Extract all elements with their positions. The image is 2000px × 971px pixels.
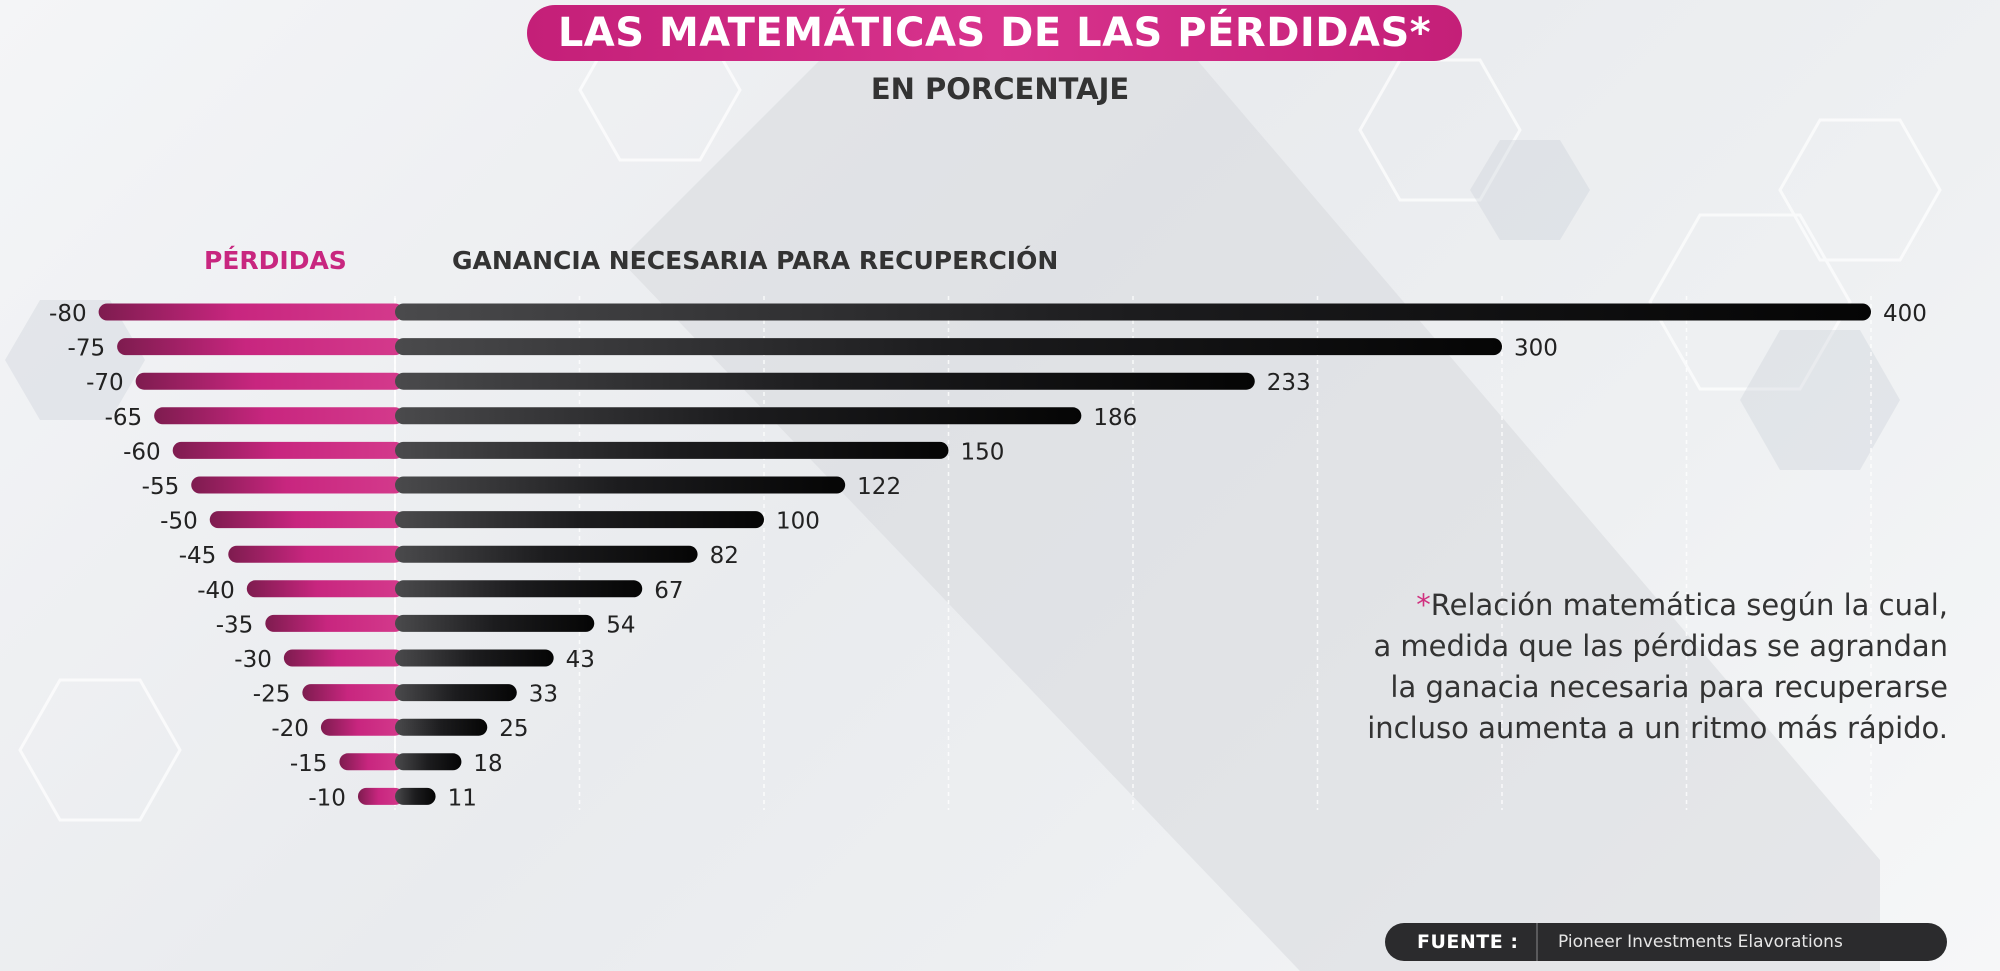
gain-label: 300 <box>1514 336 1558 362</box>
loss-label: -60 <box>123 439 161 465</box>
gain-bar <box>395 303 1871 321</box>
gain-label: 54 <box>606 612 635 638</box>
loss-bar <box>339 753 404 771</box>
loss-label: -35 <box>216 612 254 638</box>
loss-bar <box>117 338 404 356</box>
loss-bar <box>98 303 404 321</box>
gain-label: 33 <box>529 682 558 708</box>
gain-bar <box>395 684 517 702</box>
loss-bar <box>209 511 404 529</box>
loss-label: -55 <box>142 474 180 500</box>
gain-bar <box>395 649 554 667</box>
footnote-line: *Relación matemática según la cual, <box>1416 588 1948 622</box>
loss-label: -45 <box>179 543 217 569</box>
gain-bar <box>395 545 698 563</box>
bars-group: -80 400 -75 300 -70 233 -65 186 -60 150 -55 122 -50 1… <box>49 301 1927 811</box>
gain-bar <box>395 372 1255 390</box>
gain-label: 400 <box>1883 301 1927 327</box>
loss-label: -75 <box>68 336 106 362</box>
loss-label: -70 <box>86 370 124 396</box>
gain-bar <box>395 753 462 771</box>
gain-bar <box>395 476 846 494</box>
footnote-star: * <box>1416 588 1431 622</box>
loss-label: -15 <box>290 751 328 777</box>
footnote-line: la ganacia necesaria para recuperarse <box>1390 670 1948 704</box>
loss-bar <box>357 787 404 805</box>
gain-label: 150 <box>961 439 1005 465</box>
chart-subtitle: EN PORCENTAJE <box>870 72 1130 106</box>
gain-bar <box>395 407 1082 425</box>
loss-label: -65 <box>105 405 143 431</box>
loss-bar <box>302 684 404 702</box>
gain-label: 43 <box>566 647 595 673</box>
gain-bar <box>395 787 436 805</box>
loss-bar <box>246 580 404 598</box>
loss-label: -20 <box>271 716 309 742</box>
footnote-line: incluso aumenta a un ritmo más rápido. <box>1367 711 1948 745</box>
source-label: FUENTE : <box>1417 931 1519 953</box>
gain-bar <box>395 338 1502 356</box>
loss-bar <box>154 407 404 425</box>
footnote: *Relación matemática según la cual, a me… <box>1248 585 1948 749</box>
gain-label: 122 <box>857 474 901 500</box>
gain-bar <box>395 614 595 632</box>
loss-bar <box>135 372 404 390</box>
loss-bar <box>191 476 404 494</box>
gain-label: 186 <box>1093 405 1137 431</box>
loss-label: -30 <box>234 647 272 673</box>
source-divider <box>1536 923 1538 961</box>
gain-label: 82 <box>710 543 739 569</box>
footnote-line: a medida que las pérdidas se agrandan <box>1373 629 1948 663</box>
loss-bar <box>172 441 404 459</box>
legend-gain: GANANCIA NECESARIA PARA RECUPERCIÓN <box>452 246 1059 275</box>
loss-label: -50 <box>160 509 198 535</box>
legend-losses: PÉRDIDAS <box>204 246 347 275</box>
gain-label: 100 <box>776 509 820 535</box>
loss-bar <box>320 718 404 736</box>
chart-title: LAS MATEMÁTICAS DE LAS PÉRDIDAS* <box>527 5 1462 61</box>
loss-label: -10 <box>308 785 346 811</box>
loss-bar <box>265 614 404 632</box>
gain-bar <box>395 441 949 459</box>
loss-label: -40 <box>197 578 235 604</box>
gain-label: 11 <box>448 785 477 811</box>
gain-bar <box>395 718 488 736</box>
source-value: Pioneer Investments Elavorations <box>1558 932 1843 952</box>
gain-label: 25 <box>499 716 528 742</box>
gain-label: 233 <box>1267 370 1311 396</box>
gain-bar <box>395 580 643 598</box>
gain-bar <box>395 511 764 529</box>
source-badge: FUENTE : Pioneer Investments Elavoration… <box>1385 923 1947 961</box>
loss-label: -80 <box>49 301 87 327</box>
gain-label: 18 <box>473 751 502 777</box>
loss-bar <box>283 649 404 667</box>
loss-bar <box>228 545 404 563</box>
gain-label: 67 <box>654 578 683 604</box>
loss-label: -25 <box>253 682 291 708</box>
